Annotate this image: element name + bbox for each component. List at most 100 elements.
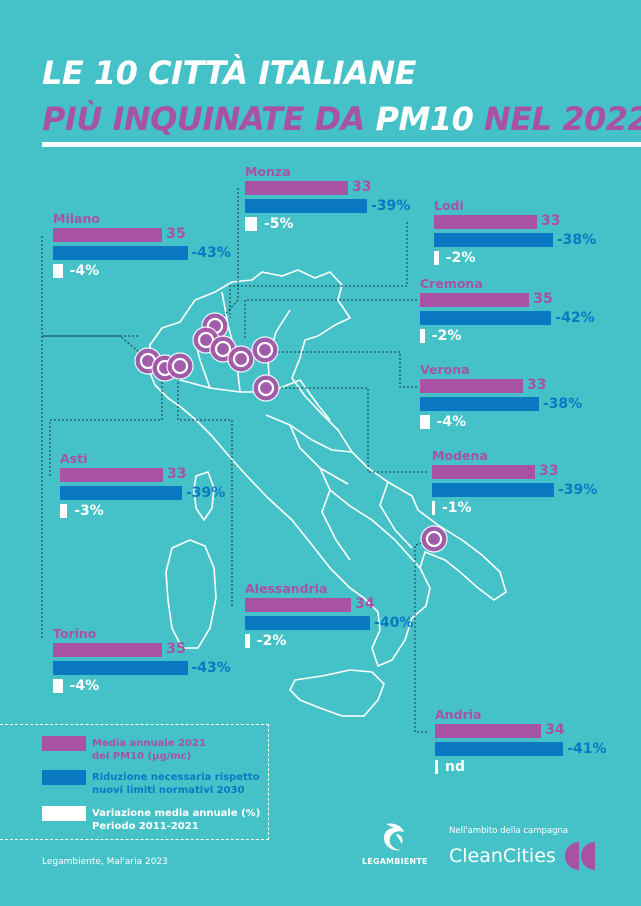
city-marker-icon: [420, 525, 448, 553]
city-name: Lodi: [434, 198, 464, 213]
variation-value: -3%: [74, 503, 104, 519]
variation-value: -2%: [445, 250, 476, 266]
connector-lines: [41, 188, 435, 733]
legend-pm10-line2: del PM10 (µg/mc): [92, 751, 192, 762]
reduction-value: -38%: [542, 396, 583, 412]
city-name: Torino: [53, 626, 97, 641]
variation-value: nd: [445, 759, 465, 775]
pm10-value: 35: [533, 291, 553, 307]
pm10-bar: [53, 228, 163, 242]
reduction-bar: [60, 486, 182, 500]
pm10-bar: [245, 598, 352, 612]
reduction-bar: [420, 311, 552, 325]
city-marker-icon: [252, 374, 280, 402]
reduction-value: -39%: [371, 198, 411, 214]
variation-value: -4%: [69, 263, 100, 279]
city-name: Asti: [60, 451, 88, 466]
pm10-value: 33: [539, 463, 559, 479]
legend-pm10-line1: Media annuale 2021: [92, 738, 206, 749]
variation-value: -1%: [442, 500, 472, 516]
reduction-value: -43%: [191, 245, 231, 261]
reduction-value: -40%: [374, 615, 414, 631]
variation-box: [60, 504, 68, 518]
title-line2-c: NEL 2022: [473, 100, 641, 138]
variation-box: [53, 264, 63, 278]
pm10-bar: [432, 465, 535, 479]
variation-value: -4%: [436, 414, 467, 430]
reduction-bar: [245, 199, 367, 213]
city-name: Andria: [435, 707, 482, 722]
legend-reduction-text: Riduzione necessaria rispetto nuovi limi…: [92, 771, 259, 797]
reduction-bar: [53, 246, 188, 260]
pm10-bar: [420, 293, 530, 307]
reduction-bar: [420, 397, 539, 411]
title-line2: PIÙ INQUINATE DA PM10 NEL 2022: [42, 100, 641, 138]
variation-box: [420, 415, 430, 429]
reduction-value: -43%: [191, 660, 231, 676]
variation-box: [245, 217, 257, 231]
reduction-bar: [245, 616, 371, 630]
reduction-bar: [435, 742, 564, 756]
legend-swatch-variation: [42, 806, 86, 821]
variation-box: [432, 501, 435, 515]
pm10-bar: [245, 181, 348, 195]
cleancities-wordmark: CleanCities: [449, 845, 556, 867]
reduction-value: -38%: [556, 232, 597, 248]
title-line2-a: PIÙ INQUINATE DA: [42, 100, 376, 138]
title-rule: [42, 142, 641, 147]
legambiente-logo-icon: [384, 823, 404, 851]
pm10-value: 35: [166, 226, 186, 242]
pm10-bar: [60, 468, 163, 482]
source-text: Legambiente, Mal'aria 2023: [42, 857, 168, 867]
pm10-value: 33: [527, 377, 547, 393]
pm10-bar: [53, 643, 163, 657]
city-name: Verona: [420, 362, 470, 377]
reduction-bar: [432, 483, 554, 497]
legend-variation-text: Variazione media annuale (%) Periodo 201…: [92, 807, 260, 833]
legambiente-wordmark: LEGAMBIENTE: [362, 857, 428, 866]
variation-box: [245, 634, 250, 648]
pm10-value: 34: [355, 596, 375, 612]
city-name: Alessandria: [245, 581, 328, 596]
legend-variation-line2: Periodo 2011-2021: [92, 821, 199, 832]
city-markers: [134, 312, 448, 553]
pm10-bar: [420, 379, 523, 393]
campaign-label: Nell'ambito della campagna: [449, 826, 569, 836]
pm10-value: 33: [352, 179, 372, 195]
legend: [0, 724, 269, 840]
variation-value: -4%: [69, 678, 100, 694]
variation-box: [434, 251, 439, 265]
pm10-bar: [434, 215, 537, 229]
reduction-value: -39%: [558, 482, 598, 498]
city-name: Monza: [245, 164, 291, 179]
pm10-bar: [435, 724, 542, 738]
legend-reduction-line2: nuovi limiti normativi 2030: [92, 785, 245, 796]
legend-reduction-line1: Riduzione necessaria rispetto: [92, 772, 260, 783]
legend-swatch-reduction: [42, 770, 86, 785]
italy-outline: [147, 269, 507, 717]
legend-pm10-text: Media annuale 2021 del PM10 (µg/mc): [92, 737, 206, 763]
variation-value: -2%: [431, 328, 462, 344]
pm10-value: 35: [166, 641, 186, 657]
reduction-value: -39%: [186, 485, 226, 501]
city-name: Modena: [432, 448, 488, 463]
pm10-value: 33: [541, 213, 561, 229]
variation-box: [53, 679, 63, 693]
title-line2-highlight: PM10: [375, 100, 474, 138]
city-name: Cremona: [420, 276, 483, 291]
legend-swatch-pm10: [42, 736, 86, 751]
city-marker-icon: [227, 345, 255, 373]
reduction-bar: [434, 233, 553, 247]
city-marker-icon: [166, 352, 194, 380]
pm10-value: 33: [167, 466, 187, 482]
city-name: Milano: [53, 211, 100, 226]
legend-variation-line1: Variazione media annuale (%): [92, 808, 261, 819]
variation-value: -2%: [256, 633, 287, 649]
reduction-value: -41%: [567, 741, 607, 757]
title-line1: LE 10 CITTÀ ITALIANE: [42, 54, 416, 92]
cleancities-logo-icon: [565, 842, 595, 870]
pm10-value: 34: [545, 722, 565, 738]
reduction-bar: [53, 661, 188, 675]
variation-box: [420, 329, 425, 343]
